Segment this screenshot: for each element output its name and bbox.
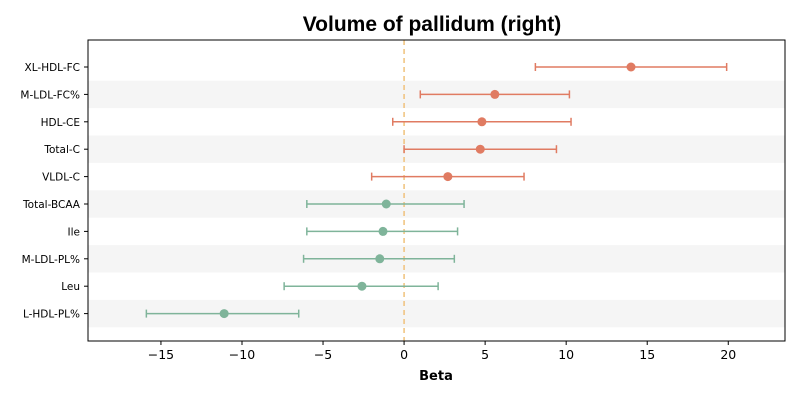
beta-point (477, 117, 487, 127)
y-tick-label: VLDL-C (42, 172, 80, 184)
y-tick-label: L-HDL-PL% (23, 309, 80, 321)
beta-point (375, 254, 385, 264)
forest-row: Total-C (43, 144, 558, 156)
y-tick-label: HDL-CE (41, 117, 80, 129)
x-tick-label: 5 (481, 347, 489, 362)
beta-point (626, 62, 636, 72)
y-tick-label: M-LDL-PL% (22, 254, 80, 266)
beta-point (357, 281, 367, 291)
x-tick-label: 15 (639, 347, 655, 362)
x-tick-label: 10 (558, 347, 574, 362)
y-tick-label: Ile (68, 226, 80, 238)
beta-point (443, 172, 453, 182)
y-tick-label: Total-C (43, 144, 80, 156)
beta-point (381, 199, 391, 209)
forest-row: Total-BCAA (22, 199, 465, 211)
forest-row: VLDL-C (42, 172, 525, 184)
beta-point (378, 226, 388, 236)
forest-row: M-LDL-PL% (22, 254, 456, 266)
forest-row: L-HDL-PL% (23, 309, 300, 321)
forest-row: M-LDL-FC% (20, 89, 571, 101)
x-tick-label: −10 (229, 347, 255, 362)
x-tick-label: 0 (400, 347, 408, 362)
y-tick-label: XL-HDL-FC (25, 62, 80, 74)
forest-row: Leu (61, 281, 439, 293)
y-tick-label: Total-BCAA (22, 199, 81, 211)
plot-frame (87, 39, 786, 342)
beta-point (475, 144, 485, 154)
forest-row: HDL-CE (41, 117, 572, 129)
x-axis: −15 −10 −5 0 5 10 15 20 (148, 341, 736, 362)
x-tick-label: 20 (720, 347, 736, 362)
forest-row: XL-HDL-FC (25, 62, 728, 74)
chart-title: Volume of pallidum (right) (303, 13, 562, 36)
y-tick-label: M-LDL-FC% (20, 89, 80, 101)
x-tick-label: −15 (148, 347, 174, 362)
forest-row: Ile (68, 226, 459, 238)
y-tick-label: Leu (61, 281, 80, 293)
x-axis-label: Beta (419, 369, 453, 384)
beta-point (219, 309, 229, 319)
beta-point (490, 89, 500, 99)
forest-rows: XL-HDL-FC M-LDL-FC% HDL-CE Total-C VLDL-C Tot… (20, 62, 728, 321)
x-tick-label: −5 (314, 347, 332, 362)
